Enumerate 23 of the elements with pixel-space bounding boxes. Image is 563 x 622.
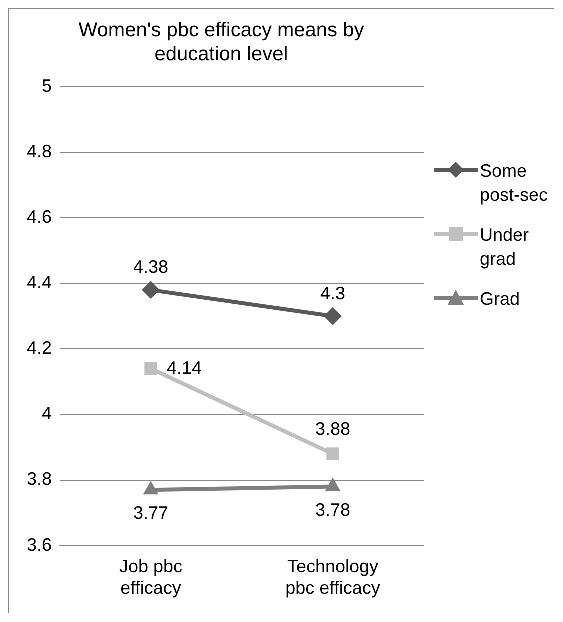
data-label: 3.78 (315, 500, 351, 520)
y-tick-label: 4.8 (26, 142, 52, 162)
y-tick-label: 4.2 (26, 338, 52, 358)
x-tick-label: Job pbc efficacy (119, 556, 183, 598)
y-tick-label: 4.4 (26, 272, 52, 293)
point (142, 281, 160, 300)
data-label: 4.14 (167, 358, 202, 378)
point (144, 362, 158, 376)
data-label: 3.88 (315, 419, 351, 440)
legend-label: Some post-sec (480, 160, 550, 207)
y-tick-label: 4 (42, 404, 52, 424)
y-tick-label: 4.6 (26, 207, 52, 228)
legend-label: Grad (480, 288, 520, 311)
data-label: 4.38 (133, 257, 169, 278)
y-tick-label: 5 (42, 76, 52, 96)
x-tick-label: Technology pbc efficacy (286, 556, 380, 598)
legend-label: Under grad (480, 224, 530, 271)
y-tick-label: 3.6 (26, 534, 52, 555)
data-label: 3.77 (133, 503, 169, 524)
data-label: 4.3 (320, 283, 346, 304)
chart-title: Women's pbc efficacy means by education level (78, 20, 364, 66)
y-tick-label: 3.8 (26, 469, 52, 490)
point (324, 307, 342, 326)
